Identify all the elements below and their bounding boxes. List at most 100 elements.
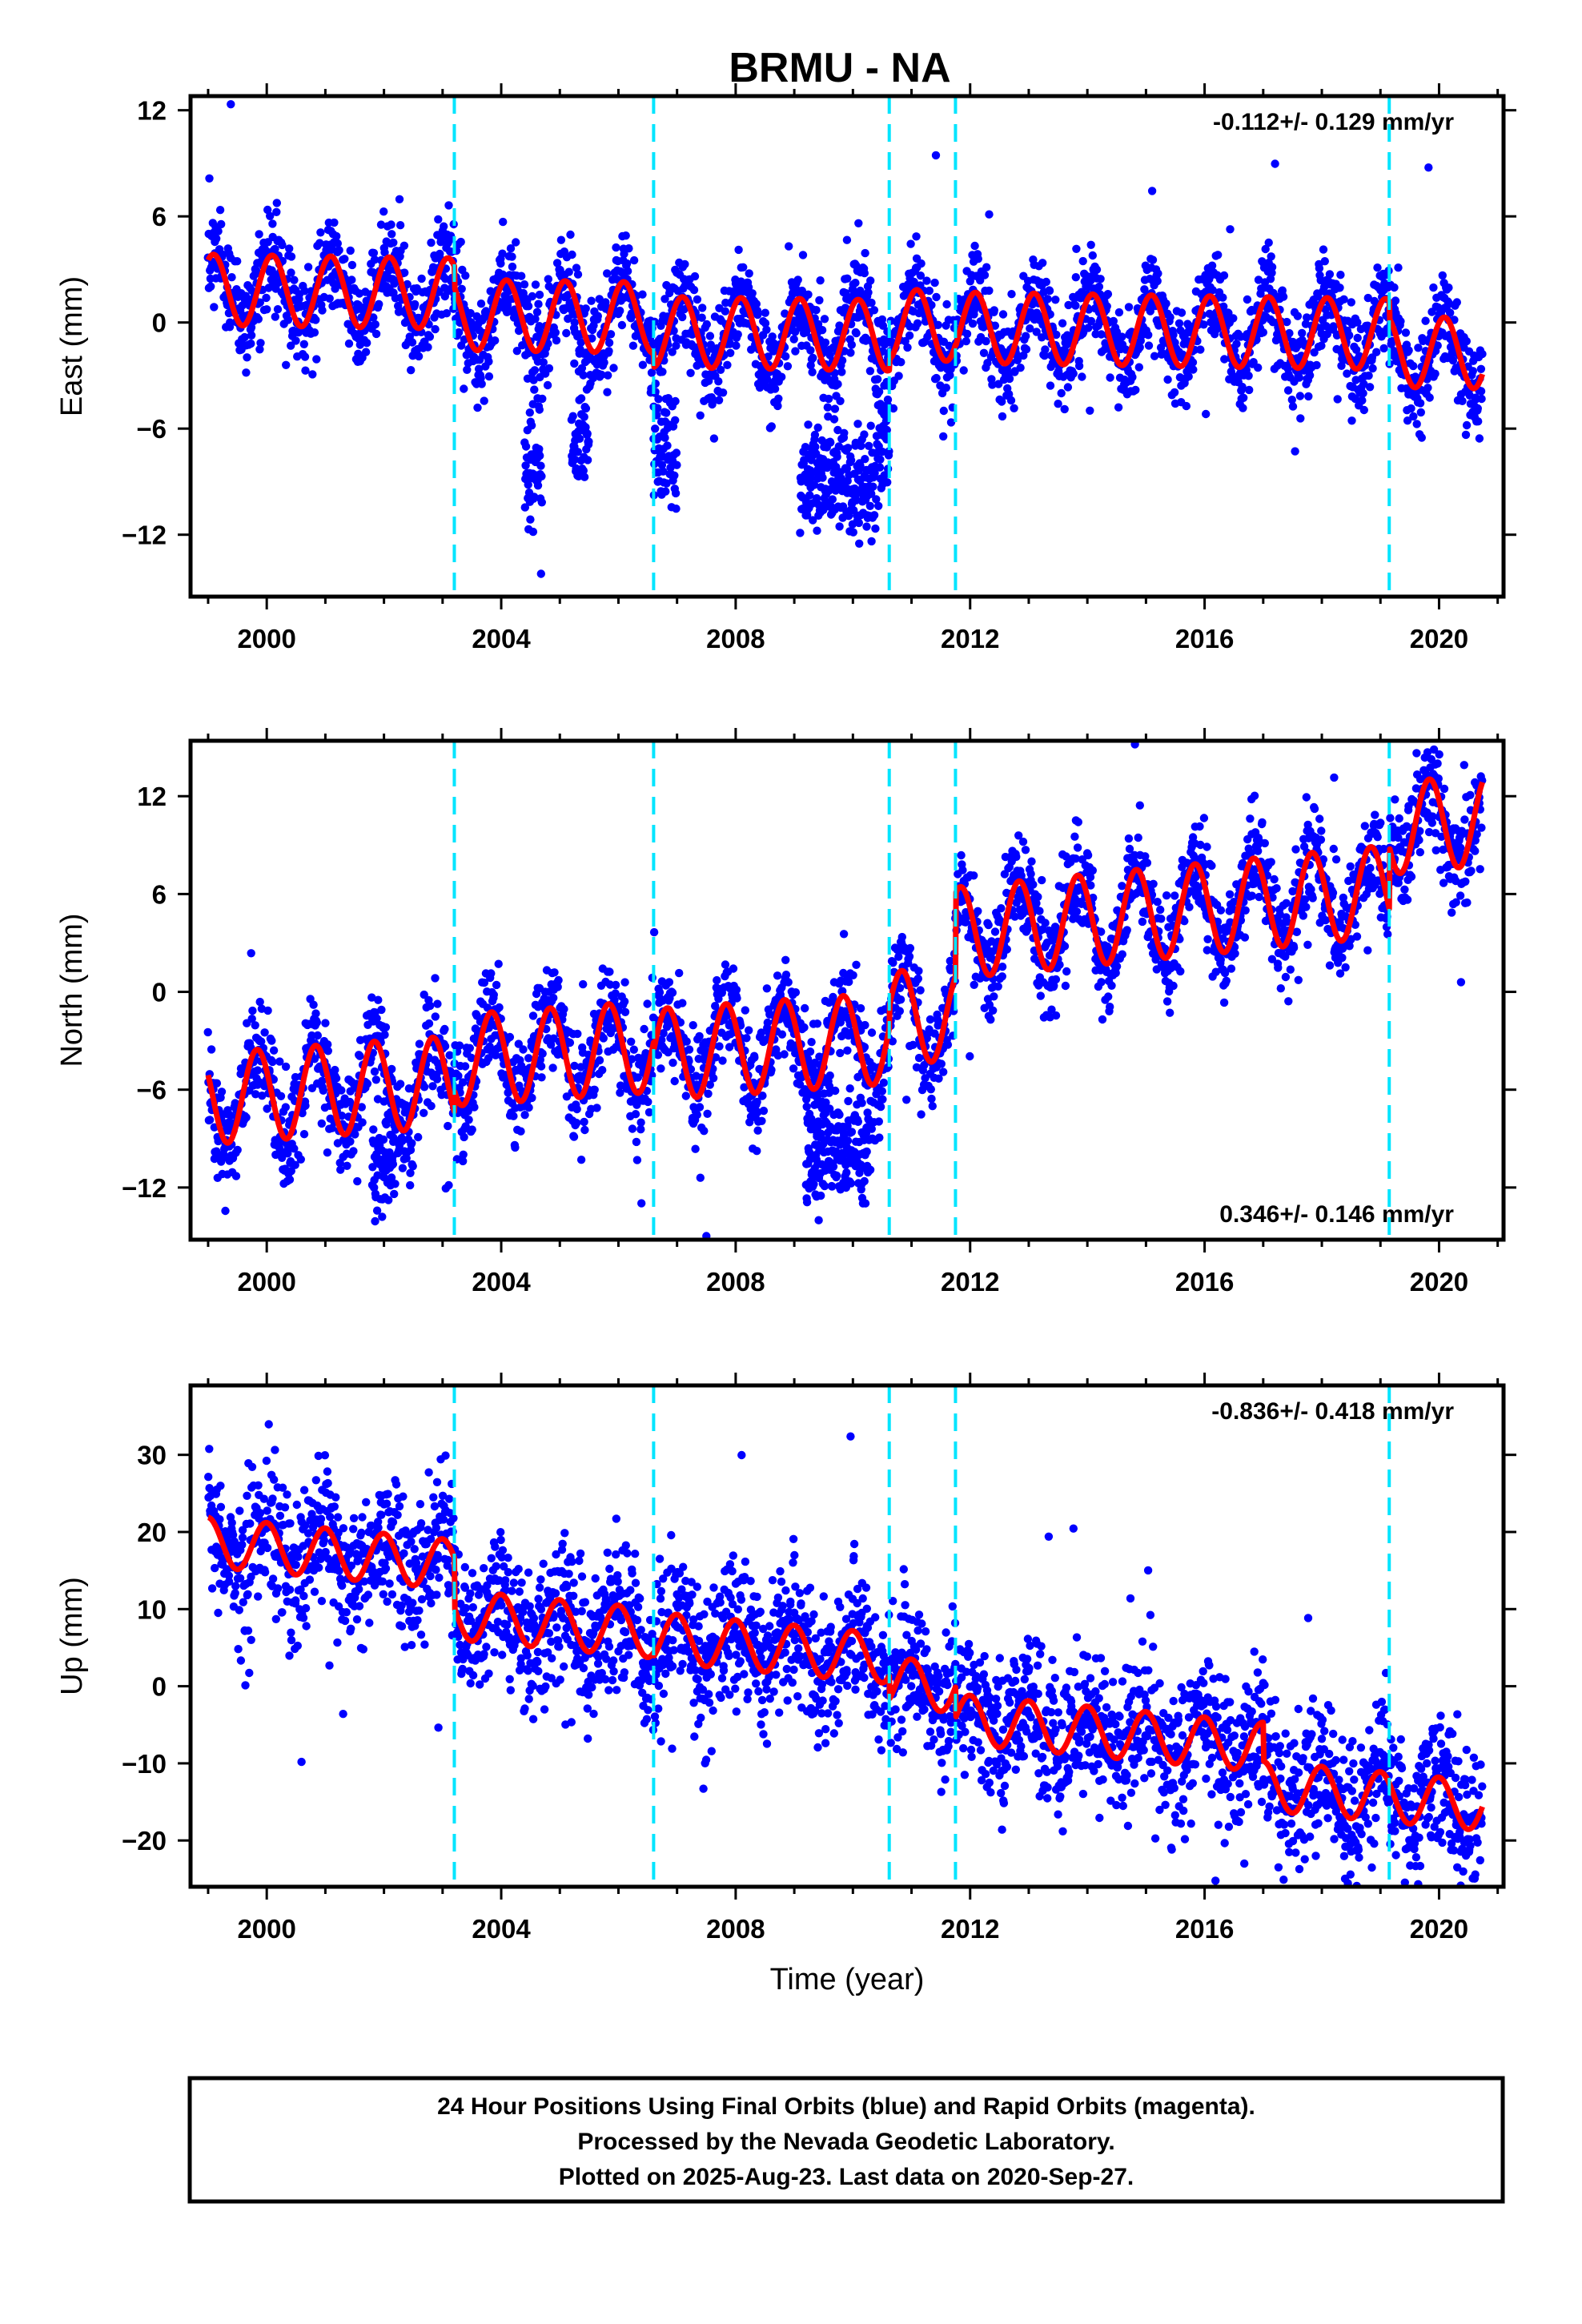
data-point	[519, 1045, 528, 1054]
data-point	[774, 394, 783, 403]
data-point	[318, 306, 327, 315]
data-point	[1196, 345, 1205, 354]
data-point	[414, 1132, 423, 1142]
data-point	[817, 326, 827, 335]
data-point	[623, 267, 632, 275]
data-point-outlier	[535, 405, 544, 414]
data-point	[1325, 270, 1335, 279]
data-point	[572, 263, 581, 272]
data-point	[1078, 372, 1086, 381]
data-point	[640, 1024, 648, 1034]
data-point	[347, 260, 357, 270]
data-point	[544, 364, 554, 373]
data-point	[1092, 265, 1102, 274]
data-point	[804, 290, 813, 299]
data-point	[273, 305, 283, 314]
data-point	[516, 1127, 525, 1136]
data-point	[425, 332, 435, 341]
data-point	[798, 251, 808, 259]
data-point	[604, 338, 614, 348]
data-point	[1154, 269, 1162, 278]
data-point-outlier	[537, 472, 546, 480]
data-point	[1170, 388, 1179, 397]
data-point	[243, 295, 251, 304]
data-point-outlier	[568, 412, 577, 420]
data-point	[762, 984, 772, 993]
y-tick-label: −12	[122, 521, 167, 550]
data-point	[603, 388, 612, 396]
data-point-outlier	[583, 456, 592, 464]
y-tick-label: 12	[137, 96, 167, 126]
data-point	[718, 388, 728, 397]
data-point	[764, 352, 773, 361]
data-point	[525, 408, 534, 417]
data-point	[1118, 332, 1126, 341]
data-point	[733, 994, 741, 1003]
data-point-outlier	[661, 487, 670, 496]
data-point	[576, 338, 585, 347]
data-point	[1071, 301, 1080, 310]
data-point	[690, 271, 700, 281]
data-point	[1359, 405, 1369, 415]
data-point-outlier	[671, 396, 680, 406]
data-point	[725, 340, 734, 348]
data-point	[917, 259, 926, 268]
data-point	[242, 368, 251, 377]
data-point	[528, 1011, 538, 1020]
data-point	[867, 298, 876, 308]
data-point	[489, 991, 498, 999]
data-point	[777, 372, 786, 381]
data-point	[611, 980, 620, 990]
data-point	[649, 927, 659, 937]
data-point	[331, 1074, 341, 1083]
data-point	[1415, 399, 1425, 408]
data-point	[214, 227, 223, 235]
data-point-outlier	[583, 429, 592, 438]
data-point	[300, 287, 309, 296]
data-point	[253, 1066, 262, 1075]
data-point	[506, 244, 516, 253]
data-point	[1182, 401, 1191, 411]
data-point	[849, 971, 857, 980]
data-point	[716, 365, 725, 374]
data-point	[520, 1111, 529, 1120]
data-point	[316, 228, 325, 237]
data-point	[347, 275, 356, 284]
data-point	[1051, 296, 1060, 304]
y-tick-label: 0	[152, 308, 167, 338]
data-point	[432, 1075, 442, 1084]
data-point	[531, 280, 540, 289]
data-point	[696, 1173, 705, 1182]
data-point	[1425, 393, 1434, 402]
data-point	[1474, 417, 1483, 426]
data-point	[856, 1003, 865, 1013]
data-point	[656, 1064, 665, 1073]
data-point	[753, 1147, 761, 1156]
data-point	[1421, 316, 1430, 325]
data-point	[468, 1125, 476, 1134]
data-point-outlier	[835, 522, 844, 531]
data-point	[1407, 404, 1415, 413]
data-point	[340, 255, 349, 263]
data-point-outlier	[528, 527, 538, 537]
data-point	[617, 320, 627, 330]
data-point	[281, 1103, 290, 1112]
data-point-outlier	[869, 482, 877, 491]
data-point	[283, 316, 293, 324]
data-point	[1304, 392, 1313, 401]
data-point	[377, 1005, 386, 1015]
data-point	[260, 1028, 269, 1037]
data-point	[1336, 271, 1345, 279]
data-point	[1283, 386, 1293, 395]
data-point	[627, 1037, 636, 1047]
data-point	[985, 286, 994, 296]
data-point	[271, 312, 279, 321]
data-point	[620, 997, 629, 1006]
data-point	[1007, 290, 1016, 299]
data-point	[714, 377, 723, 386]
data-point	[1150, 352, 1159, 360]
data-point	[464, 1116, 473, 1124]
data-point	[784, 978, 793, 987]
